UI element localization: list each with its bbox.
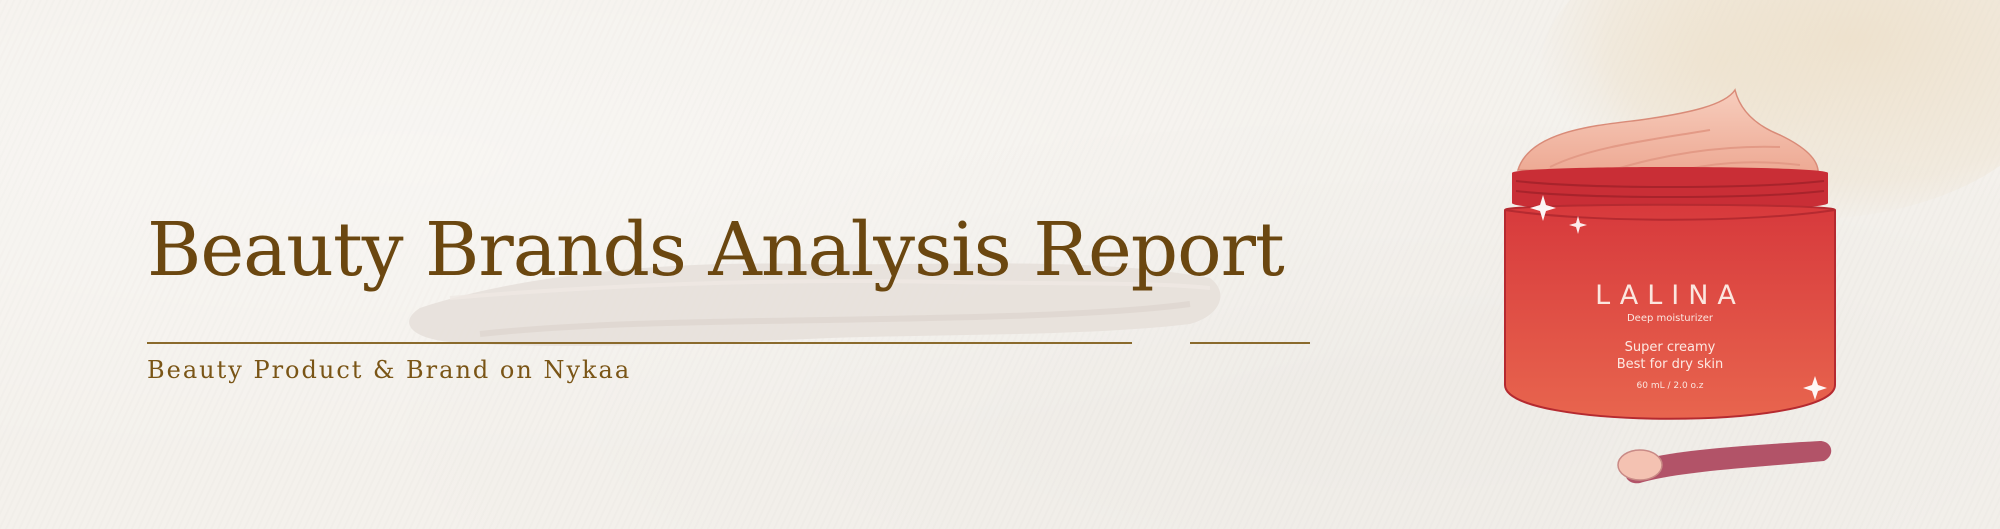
jar-volume: 60 mL / 2.0 o.z — [1636, 381, 1704, 391]
moisturizer-jar-illustration: LALINA Deep moisturizer Super creamy Bes… — [1490, 85, 1850, 505]
page-subtitle: Beauty Product & Brand on Nykaa — [147, 356, 632, 384]
jar-description: Deep moisturizer — [1626, 313, 1714, 324]
jar-feature: Best for dry skin — [1616, 357, 1724, 372]
jar-brand-label: LALINA — [1595, 280, 1745, 311]
title-underline — [147, 342, 1132, 344]
brush-stroke-decoration — [409, 263, 1221, 346]
jar-icon — [1504, 88, 1836, 484]
page-title: Beauty Brands Analysis Report — [147, 207, 1285, 293]
jar-feature: Super creamy — [1624, 340, 1716, 355]
title-underline-short — [1190, 342, 1310, 344]
